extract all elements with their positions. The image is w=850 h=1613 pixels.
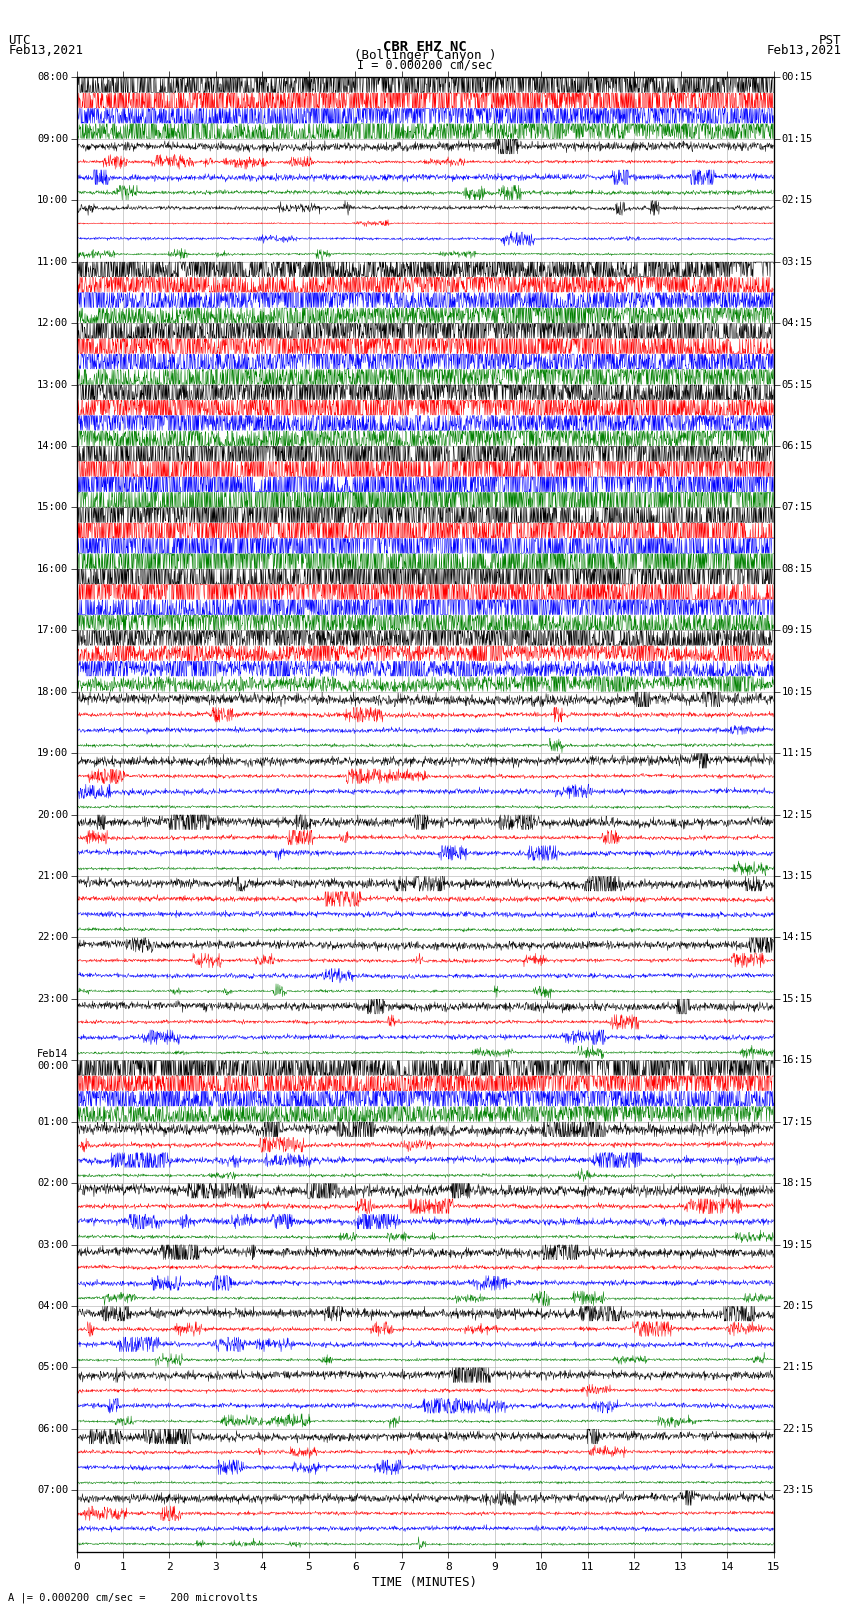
Text: Feb13,2021: Feb13,2021 bbox=[8, 44, 83, 56]
Text: I = 0.000200 cm/sec: I = 0.000200 cm/sec bbox=[357, 58, 493, 73]
Text: Feb13,2021: Feb13,2021 bbox=[767, 44, 842, 56]
Text: A |= 0.000200 cm/sec =    200 microvolts: A |= 0.000200 cm/sec = 200 microvolts bbox=[8, 1592, 258, 1603]
Text: (Bollinger Canyon ): (Bollinger Canyon ) bbox=[354, 50, 496, 63]
Text: UTC: UTC bbox=[8, 34, 31, 47]
X-axis label: TIME (MINUTES): TIME (MINUTES) bbox=[372, 1576, 478, 1589]
Text: PST: PST bbox=[819, 34, 842, 47]
Text: CBR EHZ NC: CBR EHZ NC bbox=[383, 39, 467, 53]
